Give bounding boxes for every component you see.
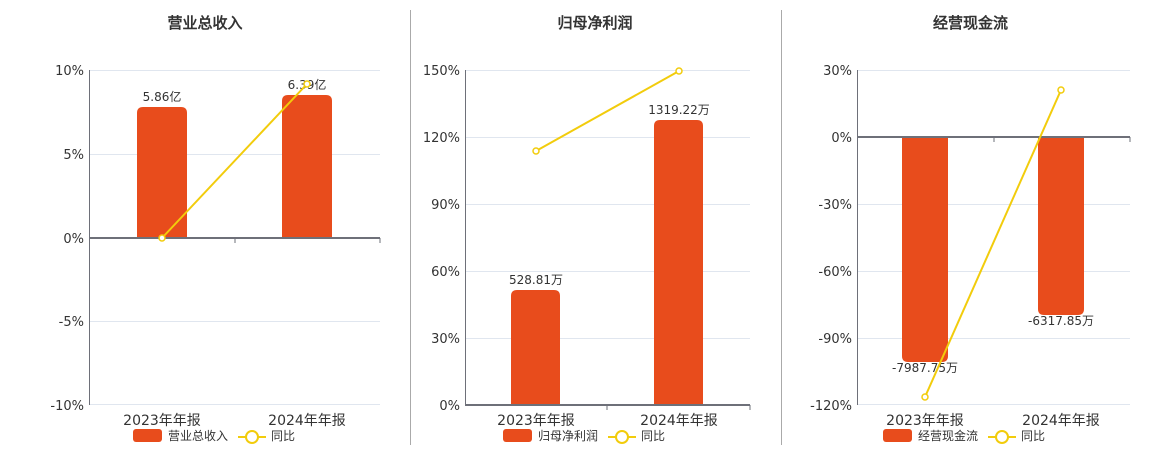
svg-text:2024年年报: 2024年年报 [1022,413,1100,429]
legend-bar-label[interactable]: 营业总收入 [168,429,229,443]
bars[interactable] [511,120,703,405]
svg-text:150%: 150% [423,64,460,79]
legend-bar-swatch[interactable] [503,429,532,442]
yoy-line [921,86,1065,401]
yoy-point[interactable] [1057,86,1065,94]
legend-bar-label[interactable]: 经营现金流 [918,429,979,443]
y-axis-ticks: 10% 5% 0% -5% -10% [50,64,84,414]
x-axis-labels: 2023年年报 2024年年报 [886,413,1100,429]
y-axis-ticks: 150% 120% 90% 60% 30% 0% [423,64,460,414]
legend-bar-swatch[interactable] [133,429,162,442]
legend: 归母净利润 同比 [503,427,665,444]
svg-text:30%: 30% [431,332,460,347]
gridlines [857,70,1130,405]
svg-text:120%: 120% [423,131,460,146]
chart-panel-revenue: 营业总收入 10% 5% 0% -5% -10% 5.86亿 6.39亿 [0,0,410,450]
legend-line-icon[interactable] [988,429,1017,444]
bar-2024[interactable] [282,95,332,238]
svg-text:2023年年报: 2023年年报 [497,413,575,429]
svg-text:-6317.85万: -6317.85万 [1028,314,1094,328]
svg-text:-7987.75万: -7987.75万 [892,361,958,375]
svg-text:2024年年报: 2024年年报 [640,413,718,429]
svg-text:528.81万: 528.81万 [509,273,563,287]
bars[interactable] [137,95,332,238]
svg-text:5%: 5% [63,148,84,163]
legend-line-label[interactable]: 同比 [641,429,666,443]
svg-text:-60%: -60% [818,265,852,280]
legend-line-icon[interactable] [608,429,637,444]
y-axis-ticks: 30% 0% -30% -60% -90% -120% [810,64,852,414]
chart-plot: 30% 0% -30% -60% -90% -120% -7987.75万 -6… [810,64,1131,429]
legend-line-label[interactable]: 同比 [271,429,296,443]
panel-divider [781,10,782,445]
chart-panel-net-profit: 归母净利润 150% 120% 90% 60% 30% 0% 528.81万 1… [410,0,780,450]
legend-line-icon[interactable] [238,429,267,444]
yoy-line [532,67,683,155]
legend: 经营现金流 同比 [883,427,1045,444]
svg-text:-120%: -120% [810,399,852,414]
chart-title: 归母净利润 [557,14,633,32]
bar-2023[interactable] [137,107,187,238]
svg-text:-10%: -10% [50,399,84,414]
chart-title: 经营现金流 [932,14,1008,32]
svg-text:1319.22万: 1319.22万 [648,103,710,117]
bar-2024[interactable] [654,120,703,405]
yoy-point[interactable] [303,80,311,88]
bar-value-labels: -7987.75万 -6317.85万 [892,314,1094,375]
panel-divider [410,10,411,445]
bar-2023[interactable] [902,137,948,362]
svg-text:2023年年报: 2023年年报 [123,413,201,429]
yoy-point[interactable] [921,393,929,401]
bar-value-labels: 528.81万 1319.22万 [509,103,710,287]
chart-title: 营业总收入 [167,14,243,32]
x-axis-labels: 2023年年报 2024年年报 [497,413,718,429]
yoy-point[interactable] [158,234,166,242]
svg-text:90%: 90% [431,198,460,213]
svg-text:0%: 0% [63,232,84,247]
svg-text:0%: 0% [439,399,460,414]
chart-panel-operating-cashflow: 经营现金流 30% 0% -30% -60% -90% -120% -7987.… [781,0,1160,450]
yoy-point[interactable] [675,67,683,75]
legend: 营业总收入 同比 [133,427,295,444]
x-axis-labels: 2023年年报 2024年年报 [123,413,346,429]
svg-text:10%: 10% [55,64,84,79]
svg-text:-5%: -5% [59,315,84,330]
svg-text:2023年年报: 2023年年报 [886,413,964,429]
svg-text:60%: 60% [431,265,460,280]
legend-bar-label[interactable]: 归母净利润 [538,429,599,443]
svg-text:-30%: -30% [818,198,852,213]
legend-line-label[interactable]: 同比 [1021,429,1046,443]
yoy-point[interactable] [532,147,540,155]
chart-plot: 150% 120% 90% 60% 30% 0% 528.81万 1319.22… [423,64,751,429]
yoy-line [158,80,311,242]
svg-text:30%: 30% [823,64,852,79]
chart-plot: 10% 5% 0% -5% -10% 5.86亿 6.39亿 2023年年报 2… [50,64,381,429]
svg-text:0%: 0% [831,131,852,146]
svg-text:5.86亿: 5.86亿 [143,89,182,104]
legend-bar-swatch[interactable] [883,429,912,442]
bar-2023[interactable] [511,290,560,405]
svg-text:2024年年报: 2024年年报 [268,413,346,429]
gridlines [89,70,380,405]
svg-text:-90%: -90% [818,332,852,347]
bars[interactable] [902,137,1084,362]
bar-2024[interactable] [1038,137,1084,315]
